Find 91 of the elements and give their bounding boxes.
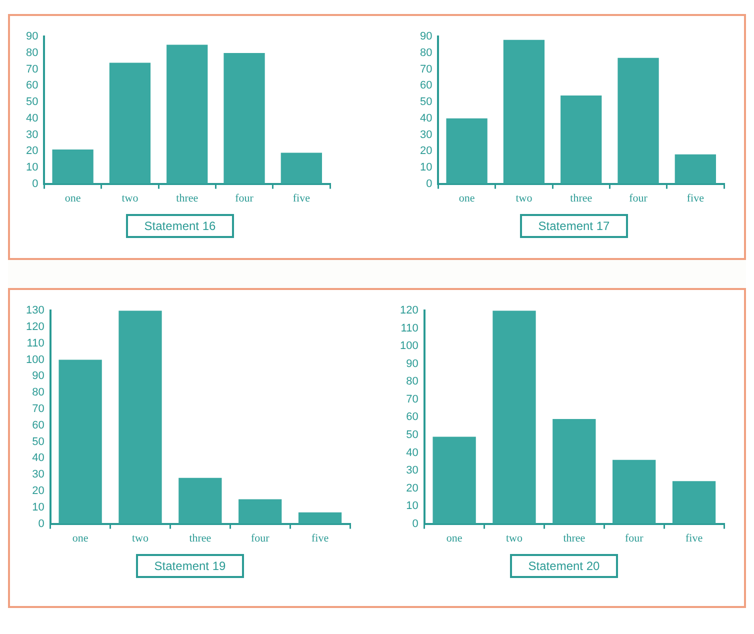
y-tick-label: 50 [32,436,44,448]
x-tick-label: five [292,192,310,204]
y-tick-label: 30 [406,464,418,477]
y-tick-label: 110 [400,322,418,334]
x-tick-label: five [685,532,703,544]
x-tick-label: three [189,532,212,544]
text: Statement 16 [126,214,234,238]
bar [280,152,322,184]
y-tick-label: 20 [420,145,432,158]
x-tick-label: one [446,532,462,544]
text: Statement 20 [510,554,618,578]
y-tick-label: 60 [32,419,44,432]
bar [446,118,488,184]
y-tick-label: 10 [406,500,418,512]
x-tick-label: three [176,192,198,204]
y-tick-label: 90 [26,30,38,43]
x-tick-label: two [506,532,523,544]
text: Statement 17 [520,214,628,238]
y-tick-label: 90 [420,30,432,43]
bar [166,44,208,184]
x-tick-label: four [624,532,644,544]
y-tick-label: 20 [406,482,418,494]
y-tick-label: 80 [406,376,418,388]
bar [674,154,716,184]
bar [492,310,536,524]
bar [238,499,282,524]
y-tick-label: 50 [420,96,432,108]
text: Statement 19 [136,554,244,578]
bar [612,460,656,524]
y-tick-label: 10 [32,501,44,514]
y-tick-label: 0 [412,518,418,530]
bar [58,360,102,524]
y-tick-label: 0 [426,178,432,190]
y-tick-label: 130 [26,304,44,317]
y-tick-label: 80 [26,46,38,59]
y-tick-label: 60 [420,80,432,92]
bar [224,52,265,184]
y-tick-label: 10 [420,161,432,174]
bar [109,62,151,184]
y-tick-label: 20 [32,485,44,498]
y-tick-label: 70 [32,403,44,416]
bar [298,512,342,524]
y-tick-label: 50 [406,429,418,441]
y-tick-label: 120 [400,304,418,317]
x-tick-label: five [311,532,329,544]
bar [560,95,602,184]
y-tick-label: 0 [38,518,44,530]
x-tick-label: four [235,192,254,204]
bar [503,40,545,184]
y-tick-label: 80 [32,386,44,399]
y-tick-label: 90 [406,358,418,370]
y-tick-label: 40 [420,112,432,124]
y-tick-label: 120 [26,321,44,334]
x-tick-label: one [72,532,88,544]
x-tick-label: four [629,192,648,204]
y-tick-label: 70 [420,63,432,76]
y-tick-label: 40 [32,452,44,464]
y-tick-label: 110 [26,337,44,350]
y-tick-label: 20 [26,145,38,158]
y-tick-label: 100 [400,340,418,352]
y-tick-label: 30 [26,128,38,141]
x-tick-label: four [250,532,270,544]
y-tick-label: 100 [26,354,44,366]
y-tick-label: 10 [26,161,38,174]
x-tick-label: three [570,192,592,204]
x-tick-label: one [458,192,475,204]
y-tick-label: 60 [406,411,418,424]
x-tick-label: two [516,192,533,204]
x-tick-label: two [122,192,139,204]
y-tick-label: 50 [26,96,38,108]
x-tick-label: two [132,532,149,544]
y-tick-label: 70 [26,63,38,76]
y-tick-label: 90 [32,370,44,382]
x-tick-label: three [563,532,586,544]
y-tick-label: 0 [32,178,38,190]
bar [178,478,222,524]
y-tick-label: 80 [420,46,432,59]
bar [432,436,476,524]
x-tick-label: five [686,192,704,204]
y-tick-label: 40 [26,112,38,124]
y-tick-label: 30 [420,128,432,141]
y-tick-label: 70 [406,393,418,406]
x-tick-label: one [64,192,81,204]
y-tick-label: 40 [406,446,418,459]
bar [618,58,659,184]
y-tick-label: 30 [32,468,44,481]
y-tick-label: 60 [26,80,38,92]
bar [118,310,162,524]
bar [672,481,716,524]
bar [552,418,596,524]
bar [52,149,94,184]
